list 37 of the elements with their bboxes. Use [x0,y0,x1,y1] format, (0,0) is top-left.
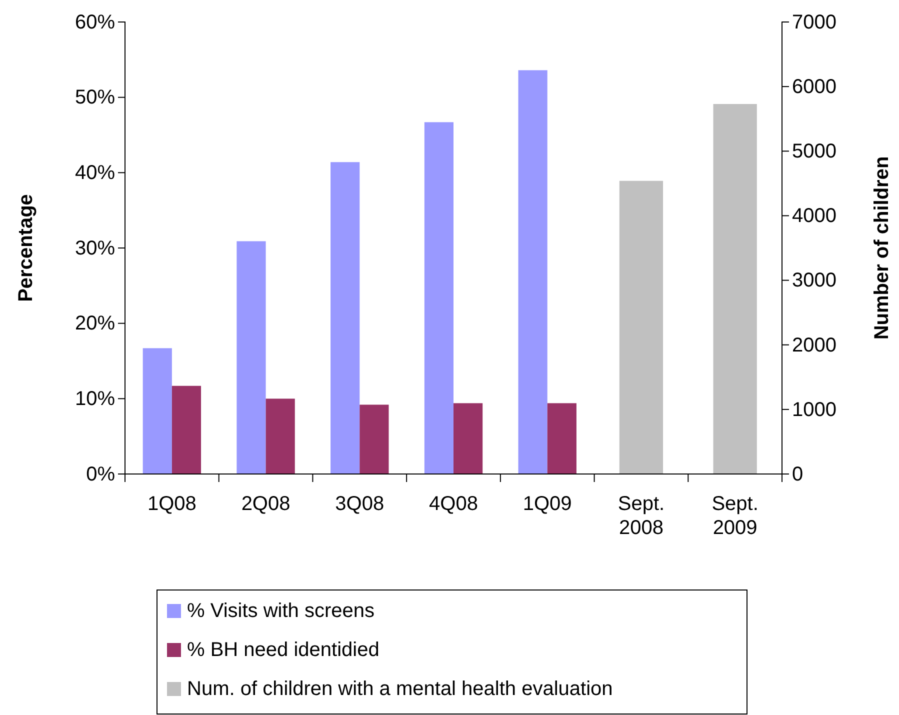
legend-label: % BH need identidied [187,639,380,661]
y2-tick-label: 3000 [792,270,836,292]
bar [360,404,389,474]
bar [330,162,360,474]
x-tick-label: Sept. 2008 [618,493,665,539]
y2-tick-label: 5000 [792,140,836,163]
y-tick-label: 40% [74,162,116,184]
bar [266,398,295,474]
bar [172,386,202,474]
bar [547,403,576,474]
x-tick-label: 1Q09 [522,493,572,515]
x-tick-label: 4Q08 [429,493,478,515]
y2-tick-label: 2000 [792,334,836,356]
x-tick-label: 3Q08 [335,493,384,515]
legend-label: % Visits with screens [187,600,374,622]
y2-tick-label: 6000 [792,76,836,98]
y-tick-label: 50% [74,86,116,109]
bar [236,241,266,474]
bar [518,70,548,474]
y2-axis-title: Number of children [871,156,893,340]
bar [142,348,172,474]
bar [424,122,454,474]
y-tick-label: 10% [74,388,116,410]
legend-label: Num. of children with a mental health evaluation [187,678,613,700]
x-tick-label: Sept. 2009 [712,493,758,539]
y2-tick-label: 7000 [792,11,836,34]
y-tick-label: 30% [74,237,116,260]
y-tick-label: 20% [74,312,116,335]
y2-tick-label: 0 [792,463,804,486]
y-axis-title: Percentage [15,194,37,302]
y2-tick-label: 1000 [792,398,836,421]
y2-tick-label: 4000 [792,205,836,228]
x-tick-label: 2Q08 [241,493,290,515]
x-tick-label: 1Q08 [147,493,196,515]
bar [454,403,483,474]
y-tick-label: 0% [86,463,116,486]
y-tick-label: 60% [74,11,116,34]
